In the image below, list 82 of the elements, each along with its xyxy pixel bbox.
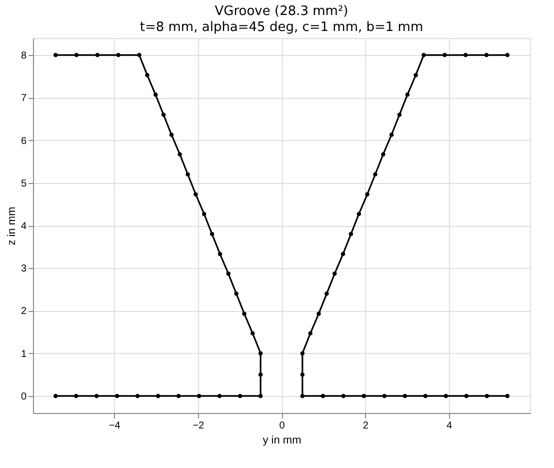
point: [316, 312, 321, 316]
point: [381, 152, 386, 156]
point: [202, 212, 206, 216]
y-tick-label: 2: [20, 306, 27, 318]
chart-subtitle: t=8 mm, alpha=45 deg, c=1 mm, b=1 mm: [140, 20, 424, 35]
point: [341, 394, 346, 398]
y-tick-label: 5: [20, 178, 27, 190]
point: [194, 192, 198, 197]
x-tick-label: 2: [362, 420, 369, 432]
point: [423, 394, 428, 398]
point: [332, 272, 337, 276]
point: [405, 92, 410, 97]
point: [258, 372, 263, 377]
point: [348, 232, 354, 236]
point: [135, 394, 140, 398]
y-tick-label: 1: [20, 348, 27, 360]
point: [186, 172, 190, 176]
point: [414, 72, 418, 78]
point: [373, 172, 378, 176]
point: [196, 394, 202, 398]
point: [234, 292, 238, 296]
point: [161, 112, 166, 117]
point: [178, 152, 182, 156]
point: [242, 312, 246, 316]
point: [402, 394, 408, 398]
point: [389, 132, 394, 137]
point: [137, 52, 142, 58]
point: [95, 52, 100, 58]
y-axis-title: z in mm: [6, 206, 18, 246]
point: [258, 394, 263, 398]
point: [238, 394, 242, 398]
point: [308, 331, 312, 336]
point: [382, 394, 387, 398]
point: [53, 52, 58, 58]
x-tick-label: −2: [192, 420, 204, 432]
point: [218, 252, 222, 256]
y-tick-label: 8: [20, 50, 27, 62]
point: [397, 112, 402, 117]
point: [74, 52, 79, 58]
point: [484, 394, 490, 398]
point: [356, 212, 362, 216]
x-tick-label: 4: [446, 420, 453, 432]
point: [505, 52, 510, 58]
point: [226, 272, 230, 276]
point: [340, 252, 346, 256]
point: [169, 132, 174, 137]
y-tick-label: 3: [20, 264, 27, 275]
y-tick-label: 6: [20, 136, 27, 147]
point: [300, 394, 305, 398]
x-tick-label: −4: [108, 420, 121, 432]
point: [94, 394, 99, 398]
y-tick-label: 0: [20, 391, 27, 402]
point: [464, 394, 469, 398]
point: [300, 351, 305, 356]
point: [365, 192, 370, 197]
point: [250, 331, 255, 336]
point: [74, 394, 78, 398]
x-tick-label: 0: [279, 420, 286, 432]
point: [156, 394, 160, 398]
y-tick-label: 7: [20, 93, 27, 104]
point: [442, 52, 447, 58]
point: [463, 52, 468, 58]
chart-title: VGroove (28.3 mm²): [214, 4, 348, 19]
point: [324, 292, 329, 296]
point: [444, 394, 448, 398]
point: [258, 351, 263, 356]
point: [53, 394, 58, 398]
y-tick-label: 4: [20, 221, 27, 232]
x-axis-title: y in mm: [262, 434, 302, 446]
point: [484, 52, 489, 58]
point: [505, 394, 510, 398]
point: [176, 394, 181, 398]
point: [362, 394, 366, 398]
point: [210, 232, 214, 236]
point: [217, 394, 222, 398]
point: [320, 394, 326, 398]
point: [153, 92, 158, 97]
point: [145, 72, 150, 78]
point: [300, 372, 305, 377]
point: [422, 52, 426, 58]
point: [116, 52, 120, 58]
point: [114, 394, 120, 398]
